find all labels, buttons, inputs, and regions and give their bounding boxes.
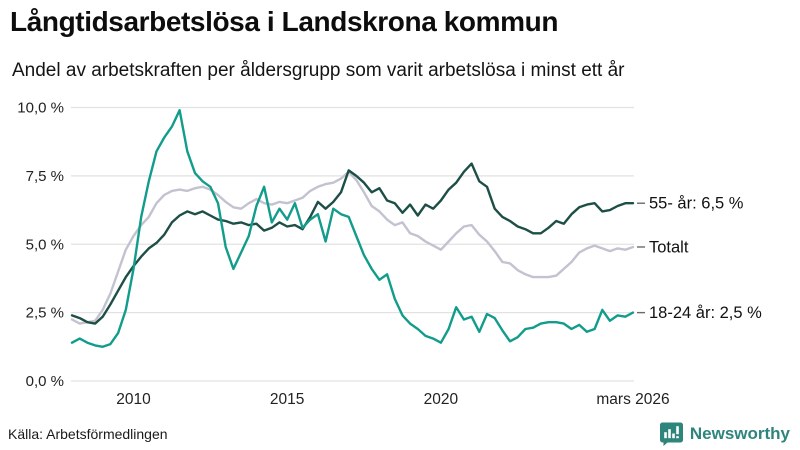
- y-tick-label: 5,0 %: [26, 236, 64, 253]
- x-tick-label: 2015: [270, 391, 304, 408]
- x-tick-label: mars 2026: [596, 391, 669, 408]
- annotation-label: Totalt: [649, 238, 689, 256]
- series-line-Totalt: [70, 170, 635, 325]
- x-tick-label: 2020: [424, 391, 459, 408]
- x-tick-label: 2010: [116, 391, 151, 408]
- source-note: Källa: Arbetsförmedlingen: [8, 426, 168, 442]
- y-tick-label: 7,5 %: [26, 168, 64, 185]
- annotation-label: 55- år: 6,5 %: [649, 195, 744, 213]
- chart-title: Långtidsarbetslösa i Landskrona kommun: [10, 6, 559, 37]
- series-line-55-r: [70, 162, 635, 325]
- chart-subtitle: Andel av arbetskraften per åldersgrupp s…: [12, 60, 625, 81]
- brand-name: Newsworthy: [689, 423, 790, 443]
- newsworthy-icon: [659, 421, 683, 446]
- y-tick-label: 10,0 %: [17, 100, 64, 117]
- series-line-18-24r: [70, 108, 635, 348]
- y-tick-label: 0,0 %: [26, 373, 64, 390]
- y-tick-label: 2,5 %: [26, 305, 64, 322]
- annotation-label: 18-24 år: 2,5 %: [649, 304, 762, 322]
- brand-logo: Newsworthy: [659, 421, 790, 446]
